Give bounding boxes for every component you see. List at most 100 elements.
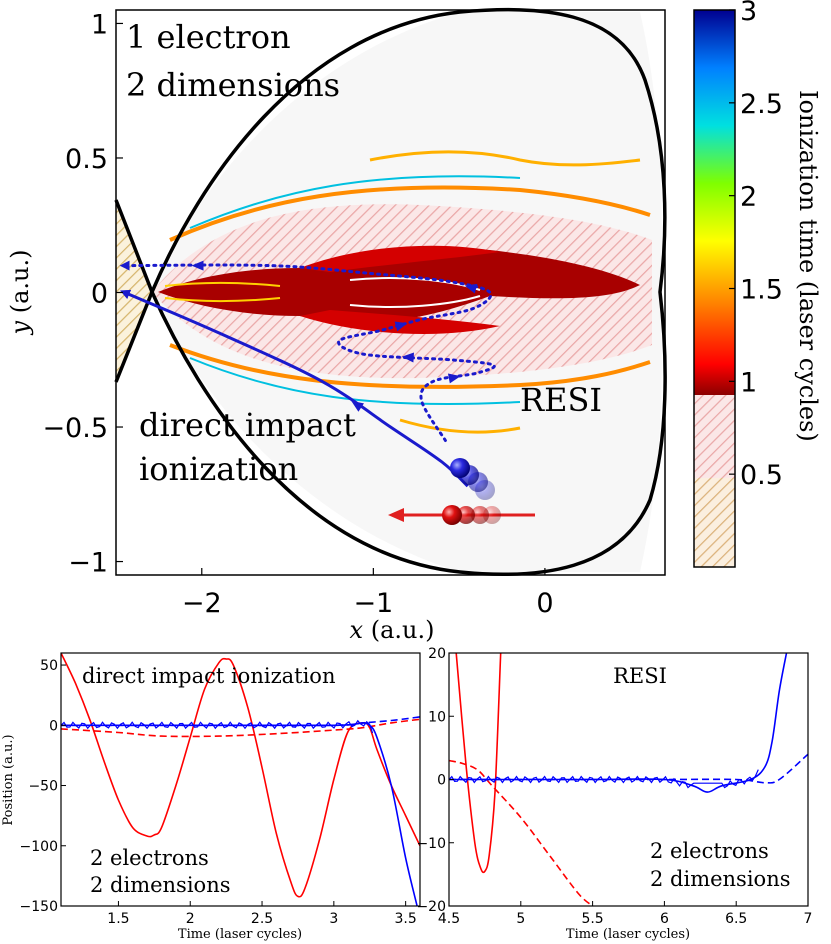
bl-x-axis-label: Time (laser cycles) [178, 927, 302, 942]
colorbar-gradient [694, 10, 735, 395]
br-series [449, 653, 808, 906]
bl-annotation-line-2: 2 dimensions [90, 873, 231, 897]
cbar-tick-label-2: 2 [740, 182, 757, 213]
top-heatmap-panel: 1 electron 2 dimensions direct impact io… [6, 7, 667, 644]
core-stripe-2 [349, 295, 481, 308]
top-x-tick-label-0: −2 [182, 588, 222, 619]
colorbar-ticks: 3 2.5 2 1.5 1 0.5 [729, 0, 783, 491]
resi-trajectory-arrow-11 [464, 283, 478, 294]
top-x-ticks: −2 −1 0 [182, 568, 554, 619]
cbar-tick-label-4: 1 [740, 367, 757, 398]
br-y-tick-label-3: −10 [416, 836, 446, 852]
top-x-tick-label-1: −1 [353, 588, 393, 619]
br-x-tick-label-3: 6 [660, 911, 669, 927]
br-title: RESI [613, 664, 667, 688]
top-x-tick-label-2: 0 [536, 588, 553, 619]
bl-series-1 [61, 718, 420, 738]
label-direct-impact: direct impact [139, 406, 356, 444]
red-ball-ghost-2 [471, 506, 489, 524]
red-arrow-head [388, 508, 404, 522]
top-y-tick-label-1: 0.5 [65, 144, 108, 175]
bottom-left-panel: 1.5 2 2.5 3 3.5 50 0 −50 −100 −150 direct impact … [1, 652, 421, 942]
br-ticks: 4.5 5 5.5 6 6.5 7 20 10 0 −10 −20 [416, 646, 812, 927]
trajectory-layer [119, 260, 496, 488]
resi-trajectory-arrow-5 [401, 352, 415, 363]
br-y-tick-label-4: −20 [416, 899, 446, 915]
bl-y-tick-label-0: 50 [40, 658, 58, 674]
bl-y-tick-label-1: 0 [49, 718, 58, 734]
direct-trajectory [120, 289, 469, 488]
resi-trajectory [119, 260, 496, 442]
top-y-tick-label-2: 0 [91, 279, 108, 310]
cbar-tick-label-1: 2.5 [740, 89, 783, 120]
fringe-lower-orange [169, 343, 651, 389]
bl-plot-frame [60, 652, 421, 907]
fringe-upper-cyan [189, 175, 521, 229]
br-y-tick-label-0: 20 [428, 646, 446, 662]
bl-y-axis-label: Position (a.u.) [1, 734, 16, 825]
electron-illustration [388, 458, 535, 525]
core-region [158, 247, 640, 323]
bl-series [61, 653, 420, 906]
label-resi: RESI [520, 381, 602, 419]
top-y-ticks: 1 0.5 0 −0.5 −1 [42, 9, 123, 579]
top-y-tick-label-0: 1 [91, 9, 108, 40]
bl-y-tick-label-2: −50 [28, 779, 58, 795]
cbar-tick-label-3: 1.5 [740, 275, 783, 306]
bl-title: direct impact ionization [82, 664, 335, 688]
br-x-tick-label-0: 4.5 [438, 911, 460, 927]
top-x-axis-label: x (a.u.) [350, 616, 435, 644]
resi-trajectory-arrow-14 [191, 260, 204, 271]
br-y-tick-label-2: 0 [437, 773, 446, 789]
blue-ball [450, 458, 470, 478]
br-x-tick-label-2: 5.5 [581, 911, 603, 927]
fringe-top-scatter [369, 150, 641, 167]
br-annotation-line-2: 2 dimensions [650, 867, 791, 891]
bl-y-tick-label-4: −150 [20, 899, 58, 915]
top-y-axis-var: y [6, 320, 34, 335]
bl-x-tick-label-0: 1.5 [107, 911, 129, 927]
boundary-curve [150, 7, 667, 577]
top-y-axis-unit: (a.u.) [6, 250, 34, 321]
fringe-lower-cyan [189, 357, 521, 406]
top-x-axis-var: x [350, 616, 364, 644]
red-ball [442, 505, 462, 525]
low-time-region-left [116, 200, 152, 382]
br-x-tick-label-4: 6.5 [725, 911, 747, 927]
core-lower-lobe [300, 310, 500, 335]
br-series-2-oscillation [449, 769, 759, 789]
resi-trajectory-arrow-8 [394, 321, 408, 332]
bl-y-tick-label-3: −100 [20, 839, 58, 855]
bl-series-3 [61, 716, 420, 727]
top-y-axis-label: y (a.u.) [6, 250, 34, 336]
direct-trajectory-arrow-2 [351, 400, 364, 412]
label-ionization: ionization [139, 450, 298, 488]
bl-ticks: 1.5 2 2.5 3 3.5 50 0 −50 −100 −150 [20, 658, 417, 927]
bl-x-tick-label-2: 2.5 [251, 911, 273, 927]
br-annotation-line-1: 2 electrons [650, 839, 769, 863]
colorbar: 3 2.5 2 1.5 1 0.5 Ionization time (laser cycl… [693, 0, 822, 568]
colorbar-label: Ionization time (laser cycles) [794, 90, 822, 442]
colorbar-hatch-yellow [694, 478, 735, 567]
bl-plot-background [61, 653, 420, 906]
br-series-1 [449, 759, 594, 906]
annotation-2-dimensions: 2 dimensions [126, 66, 340, 104]
top-y-tick-label-3: −0.5 [42, 413, 108, 444]
bl-x-tick-label-4: 3.5 [395, 911, 417, 927]
br-x-tick-label-5: 7 [804, 911, 813, 927]
core-upper-lobe [300, 245, 500, 272]
core-stripe-3 [164, 282, 281, 287]
annotation-1-electron: 1 electron [126, 18, 291, 56]
fringe-bottom-scatter [399, 418, 521, 434]
red-ball-ghost-1 [457, 506, 475, 524]
top-plot-content [116, 12, 662, 572]
bl-x-tick-label-1: 2 [186, 911, 195, 927]
br-x-tick-label-1: 5 [516, 911, 525, 927]
resi-trajectory-arrow-2 [447, 373, 461, 384]
cbar-tick-label-0: 3 [740, 0, 757, 27]
cbar-tick-label-5: 0.5 [740, 460, 783, 491]
bl-x-tick-label-3: 3 [329, 911, 338, 927]
top-y-tick-label-4: −1 [68, 548, 108, 579]
bl-annotation-line-1: 2 electrons [90, 846, 209, 870]
